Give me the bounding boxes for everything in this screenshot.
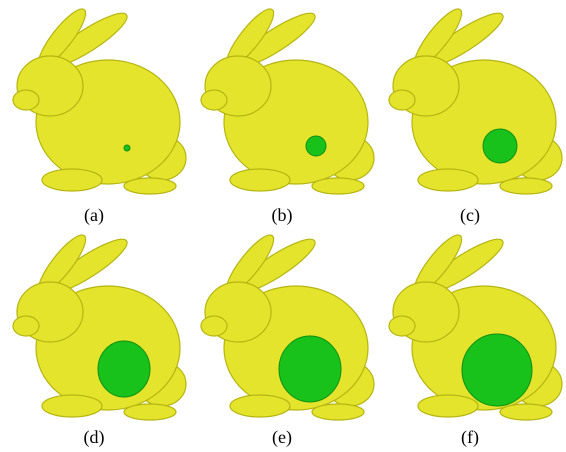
patch: [483, 129, 517, 163]
panel-e: (e): [201, 229, 374, 448]
panel-d: (d): [13, 229, 186, 448]
bunny: [389, 3, 562, 194]
panel-c: (c): [389, 3, 562, 226]
panel-label: (f): [461, 427, 479, 448]
figure: (a) (b) (c) (d) (e) (f): [0, 0, 566, 452]
patch: [124, 145, 130, 151]
patch: [462, 334, 532, 406]
panel-label: (d): [84, 427, 105, 448]
patch: [279, 336, 341, 402]
panel-label: (b): [272, 205, 293, 226]
patch: [98, 341, 150, 397]
panel-label: (c): [460, 205, 480, 226]
bunny: [13, 229, 186, 420]
bunny: [13, 3, 186, 194]
panel-f: (f): [389, 229, 562, 448]
panel-a: (a): [13, 3, 186, 226]
panel-label: (a): [84, 205, 104, 226]
panel-label: (e): [272, 427, 292, 448]
panel-b: (b): [201, 3, 374, 226]
bunny: [201, 3, 374, 194]
patch: [306, 136, 326, 156]
